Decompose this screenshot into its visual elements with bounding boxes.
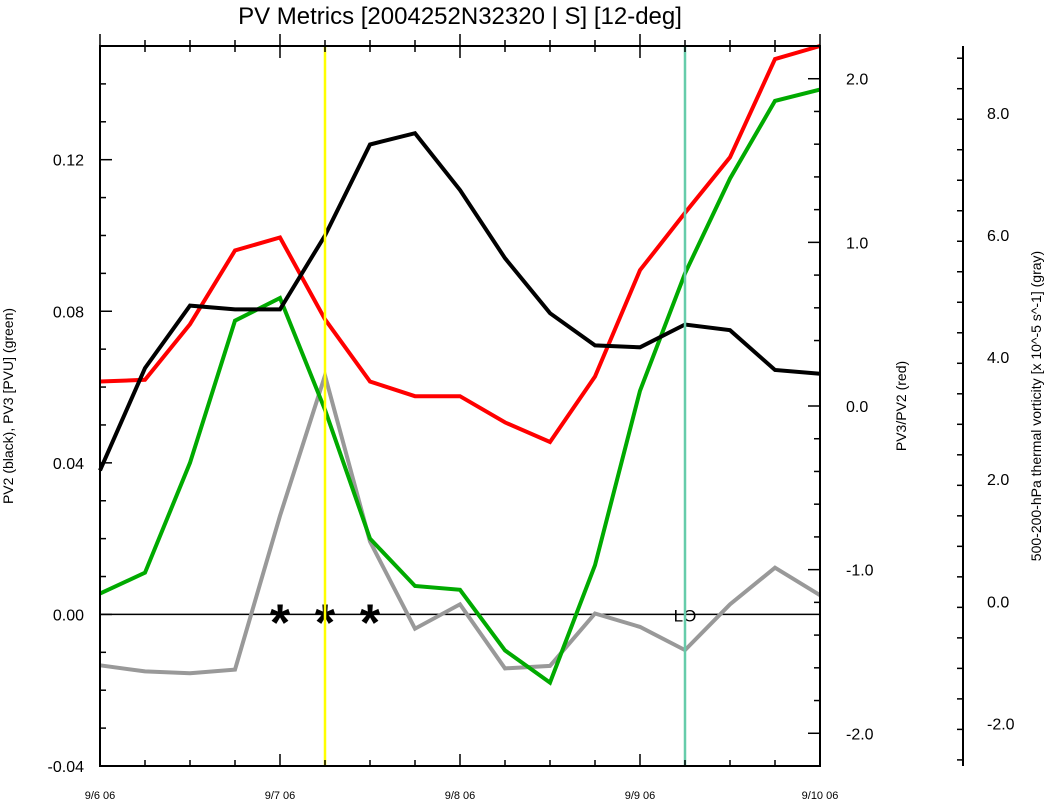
- left-y-tick-label: 0.04: [53, 456, 84, 473]
- series-layer: ***LO: [98, 44, 822, 686]
- right2-y-tick-label: 8.0: [987, 106, 1009, 123]
- storm-marker-2: *: [360, 594, 381, 652]
- x-tick-label: 9/9 06: [625, 790, 656, 802]
- storm-marker-0: *: [270, 594, 291, 652]
- vertical-line-layer: [323, 46, 687, 766]
- right-y-tick-label: -1.0: [846, 563, 874, 580]
- right-axis-label: PV3/PV2 (red): [893, 361, 909, 451]
- right-y-tick-label: 0.0: [846, 399, 868, 416]
- x-tick-label: 9/10 06: [802, 790, 839, 802]
- chart-title: PV Metrics [2004252N32320 | S] [12-deg]: [238, 3, 682, 30]
- left-axis-label: PV2 (black), PV3 [PVU] (green): [0, 308, 16, 504]
- x-tick-label: 9/8 06: [445, 790, 476, 802]
- left-y-tick-label: 0.08: [53, 304, 84, 321]
- right2-y-tick-label: 0.0: [987, 594, 1009, 611]
- x-tick-label: 9/6 06: [85, 790, 116, 802]
- right-y-tick-label: -2.0: [846, 726, 874, 743]
- axis-layer: 9/6 06 9/7 06 9/8 06 9/9 06 9/10 06-0.040.00…: [48, 34, 1015, 802]
- right2-y-tick-label: -2.0: [987, 716, 1015, 733]
- right2-y-tick-label: 2.0: [987, 472, 1009, 489]
- series-line-right2-3: [99, 368, 822, 676]
- left-y-tick-label: 0.12: [53, 153, 84, 170]
- right2-y-tick-label: 6.0: [987, 228, 1009, 245]
- right2-y-tick-label: 4.0: [987, 350, 1009, 367]
- right-y-tick-label: 1.0: [846, 235, 868, 252]
- series-line-left-1: [99, 87, 821, 686]
- series-line-right1-2: [99, 44, 821, 445]
- series-line-left-0: [98, 130, 821, 472]
- right-y-tick-label: 2.0: [846, 72, 868, 89]
- x-tick-label: 9/7 06: [265, 790, 296, 802]
- left-y-tick-label: 0.00: [53, 607, 84, 624]
- right2-axis-label: 500-200-hPa thermal vorticity [x 10^-5 s…: [1028, 251, 1044, 561]
- left-y-tick-label: -0.04: [48, 759, 85, 776]
